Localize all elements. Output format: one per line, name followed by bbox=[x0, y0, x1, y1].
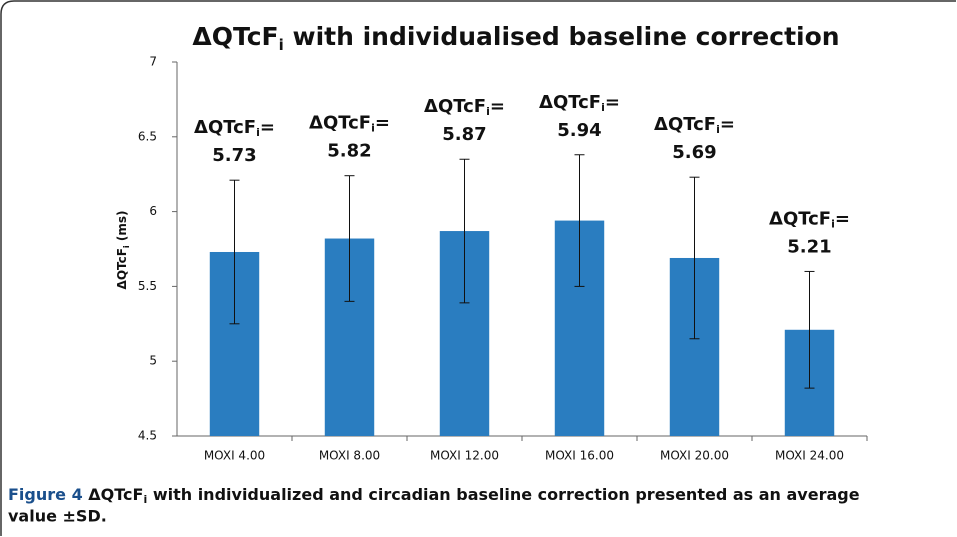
value-label-prefix-part: ΔQTcF bbox=[309, 113, 371, 134]
value-label-prefix-part: = bbox=[490, 96, 505, 117]
y-tick-label: 6 bbox=[149, 204, 157, 218]
error-bar bbox=[689, 176, 700, 340]
value-label-prefix: ΔQTcFi= bbox=[769, 208, 850, 230]
x-tick-label: MOXI 16.00 bbox=[545, 449, 614, 463]
value-label-prefix-part: i bbox=[371, 122, 375, 135]
value-label-prefix: ΔQTcFi= bbox=[654, 114, 735, 136]
y-tick-label: 4.5 bbox=[138, 429, 157, 443]
value-label-prefix-part: = bbox=[605, 92, 620, 113]
value-label-prefix-part: = bbox=[260, 117, 275, 138]
value-label-prefix: ΔQTcFi= bbox=[424, 96, 505, 118]
value-label-prefix-part: i bbox=[256, 126, 260, 139]
value-label: 5.94 bbox=[557, 120, 601, 141]
value-label-prefix: ΔQTcFi= bbox=[309, 113, 390, 135]
y-tick-label: 6.5 bbox=[138, 129, 157, 143]
x-tick-label: MOXI 12.00 bbox=[430, 449, 499, 463]
value-label-prefix-part: ΔQTcF bbox=[654, 114, 716, 135]
value-label: 5.73 bbox=[212, 145, 256, 166]
caption: Figure 4 ΔQTcFi with individualized and … bbox=[8, 485, 860, 507]
value-label-prefix-part: ΔQTcF bbox=[194, 117, 256, 138]
value-label-prefix-part: = bbox=[835, 208, 850, 229]
value-label-prefix-part: i bbox=[486, 105, 490, 118]
error-bar bbox=[459, 158, 470, 304]
y-tick-label: 5.5 bbox=[138, 279, 157, 293]
x-tick-label: MOXI 24.00 bbox=[775, 449, 844, 463]
error-bar bbox=[804, 270, 815, 389]
error-bar bbox=[574, 154, 585, 287]
caption-line-2: value ±SD. bbox=[8, 507, 107, 526]
error-bar bbox=[229, 179, 240, 325]
value-label-prefix-part: ΔQTcF bbox=[769, 208, 831, 229]
y-tick-label: 7 bbox=[149, 55, 157, 69]
chart-title: ΔQTcFi with individualised baseline corr… bbox=[192, 22, 839, 54]
value-label-prefix-part: i bbox=[831, 217, 835, 230]
value-label-prefix-part: ΔQTcF bbox=[424, 96, 486, 117]
value-label-prefix-part: i bbox=[601, 101, 605, 114]
value-label-prefix-part: = bbox=[720, 114, 735, 135]
value-label: 5.82 bbox=[327, 141, 371, 162]
value-label-prefix: ΔQTcFi= bbox=[539, 92, 620, 114]
value-label-prefix-part: ΔQTcF bbox=[539, 92, 601, 113]
x-tick-label: MOXI 8.00 bbox=[319, 449, 380, 463]
value-label: 5.87 bbox=[442, 124, 486, 145]
value-label-prefix-part: = bbox=[375, 113, 390, 134]
x-tick-label: MOXI 4.00 bbox=[204, 449, 265, 463]
x-tick-label: MOXI 20.00 bbox=[660, 449, 729, 463]
y-tick-label: 5 bbox=[149, 354, 157, 368]
value-label-prefix: ΔQTcFi= bbox=[194, 117, 275, 139]
error-bar bbox=[344, 175, 355, 302]
y-axis-label: ΔQTcFi (ms) bbox=[115, 211, 131, 290]
value-label: 5.21 bbox=[787, 236, 831, 257]
value-label-prefix-part: i bbox=[716, 123, 720, 136]
value-label: 5.69 bbox=[672, 142, 716, 163]
